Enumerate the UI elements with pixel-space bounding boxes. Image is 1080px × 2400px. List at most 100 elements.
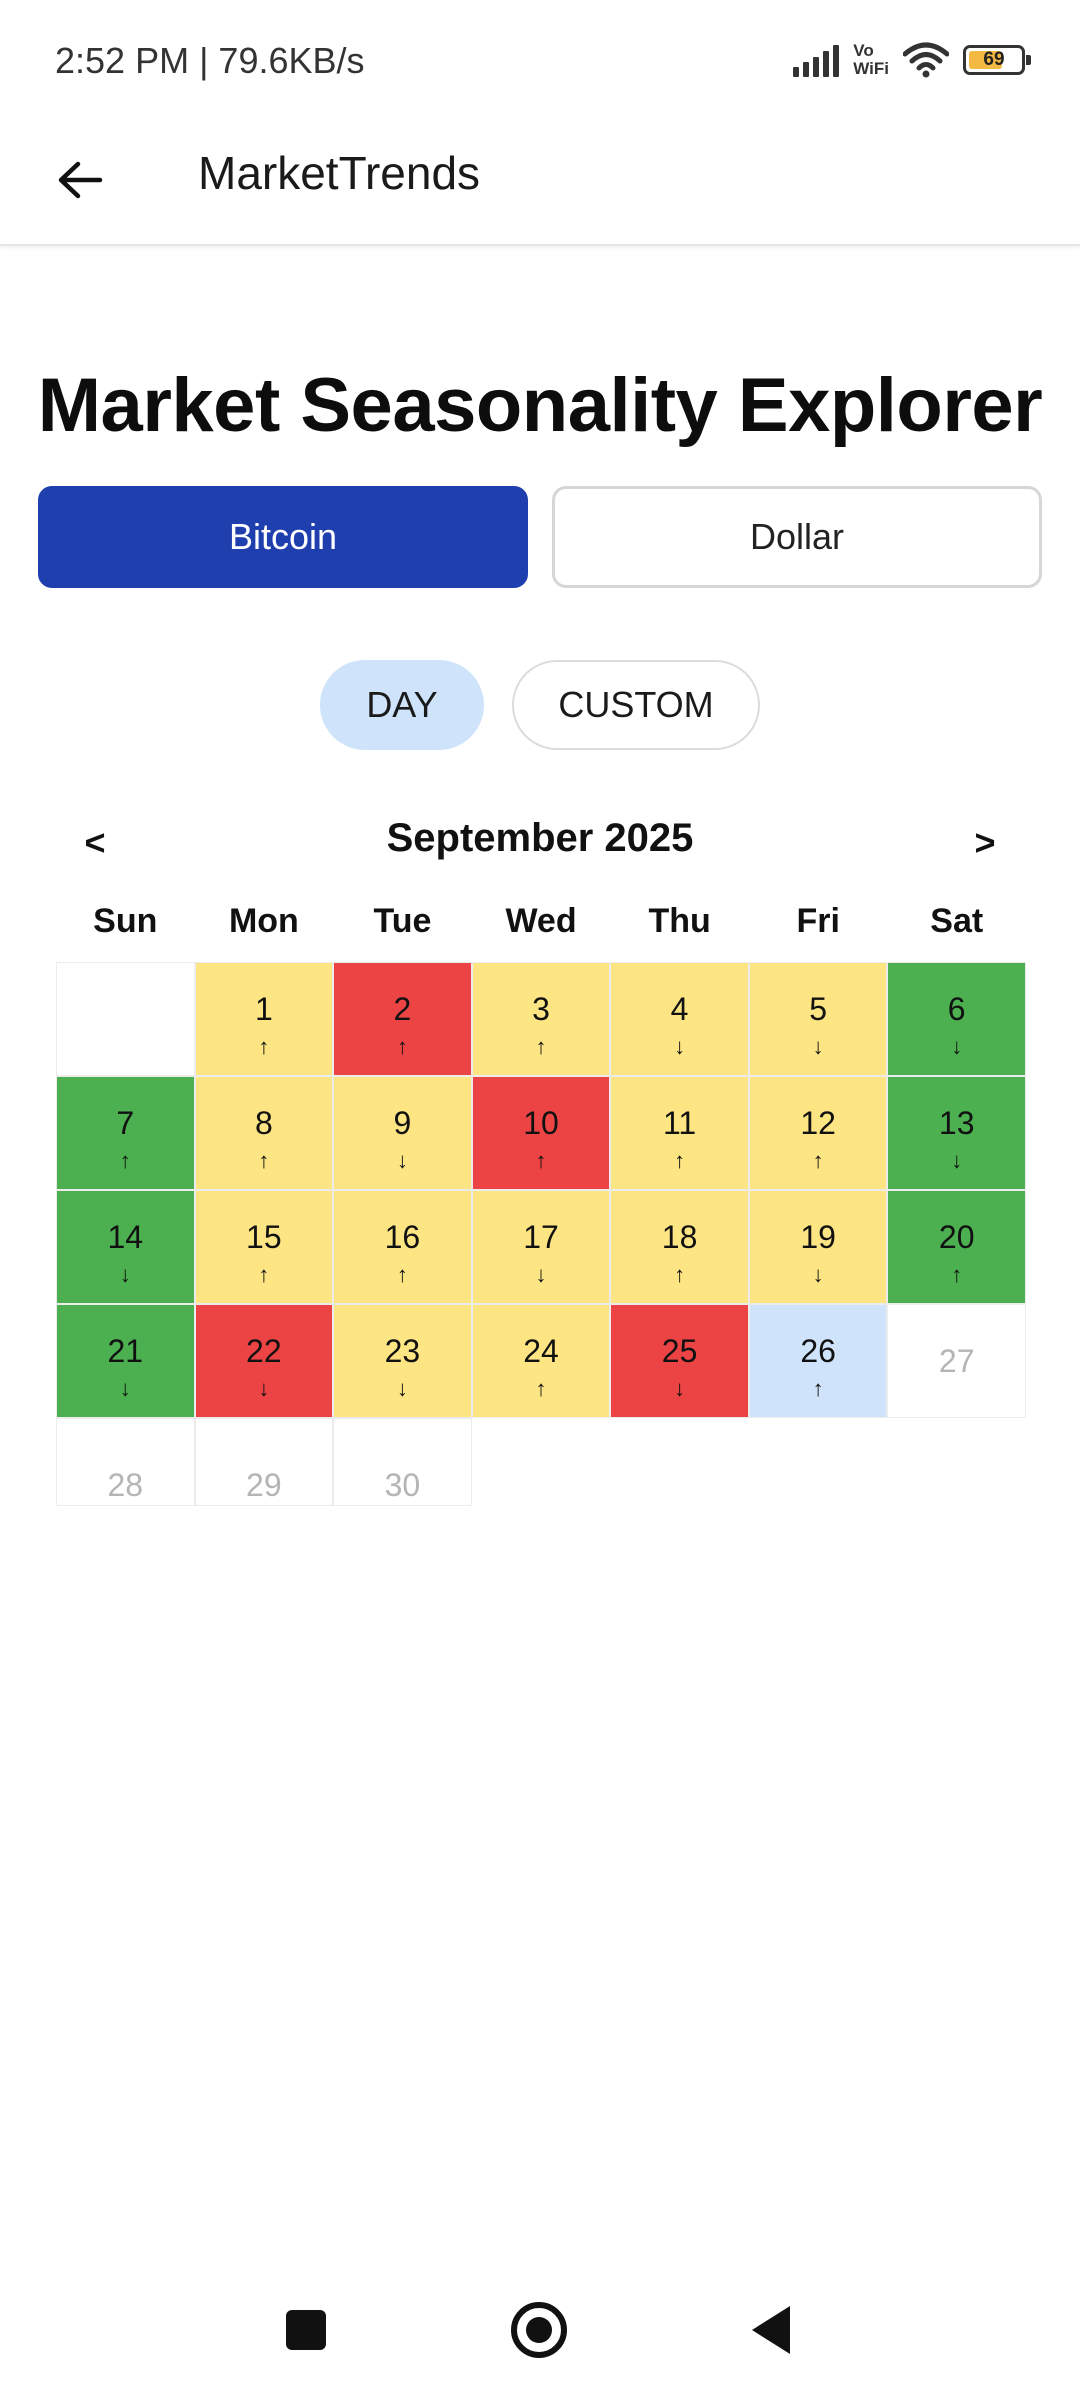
arrow-up-icon: ↑: [258, 1262, 270, 1287]
calendar-day-number: 13: [938, 1105, 975, 1141]
calendar-day-cell[interactable]: 17 ↓: [471, 1190, 611, 1304]
calendar-day-cell[interactable]: 5 ↓: [748, 962, 888, 1076]
arrow-up-icon: ↑: [396, 1034, 408, 1059]
arrow-up-icon: ↑: [258, 1148, 270, 1173]
calendar-day-cell[interactable]: 1 ↑: [194, 962, 334, 1076]
calendar-day-number: 4: [670, 991, 689, 1027]
calendar-day-number: 22: [246, 1333, 282, 1369]
calendar-day-number: 20: [938, 1219, 975, 1255]
calendar-day-number: 27: [938, 1343, 975, 1379]
calendar-day-cell[interactable]: 20 ↑: [887, 1190, 1026, 1304]
day-mode-button[interactable]: DAY: [320, 660, 484, 750]
arrow-down-icon: ↓: [119, 1376, 131, 1401]
custom-mode-button[interactable]: CUSTOM: [512, 660, 760, 750]
calendar-day-cell[interactable]: 14 ↓: [56, 1190, 195, 1304]
arrow-up-icon: ↑: [396, 1262, 408, 1287]
next-month-button[interactable]: >: [974, 822, 996, 863]
calendar-day-cell[interactable]: 23 ↓: [333, 1304, 472, 1418]
calendar-day-cell[interactable]: 3 ↑: [471, 962, 611, 1076]
calendar-day-number: 29: [246, 1467, 282, 1503]
calendar-day-number: 17: [523, 1219, 559, 1255]
arrow-up-icon: ↑: [119, 1148, 131, 1173]
calendar-day-number: 14: [107, 1219, 144, 1255]
arrow-up-icon: ↑: [812, 1148, 824, 1173]
calendar-day-number: 18: [661, 1219, 698, 1255]
calendar-day-number: 11: [662, 1105, 697, 1141]
calendar-day-cell[interactable]: 8 ↑: [194, 1076, 334, 1190]
arrow-down-icon: ↓: [812, 1034, 824, 1059]
arrow-up-icon: ↑: [535, 1034, 547, 1059]
calendar-day-cell[interactable]: 24 ↑: [471, 1304, 611, 1418]
square-icon[interactable]: [286, 2310, 326, 2350]
calendar-day-cell[interactable]: 13 ↓: [887, 1076, 1026, 1190]
calendar-day-number: 19: [800, 1219, 836, 1255]
calendar-day-number: 30: [384, 1467, 421, 1503]
calendar-day-cell[interactable]: 9 ↓: [333, 1076, 472, 1190]
battery-level: 69: [983, 49, 1005, 70]
calendar-day-cell[interactable]: 10 ↑: [471, 1076, 611, 1190]
calendar-empty-cell: [56, 962, 195, 1076]
arrow-down-icon: ↓: [951, 1148, 963, 1173]
arrow-up-icon: ↑: [674, 1262, 686, 1287]
arrow-down-icon: ↓: [119, 1262, 131, 1287]
calendar-day-cell[interactable]: 11 ↑: [610, 1076, 749, 1190]
calendar-day-cell[interactable]: 28: [56, 1418, 195, 1506]
calendar-day-cell[interactable]: 22 ↓: [194, 1304, 334, 1418]
weekday-mon: Mon: [228, 902, 299, 940]
status-time-speed: 2:52 PM | 79.6KB/s: [55, 40, 365, 81]
dollar-button[interactable]: Dollar: [552, 486, 1042, 588]
calendar-day-cell[interactable]: 7 ↑: [56, 1076, 195, 1190]
battery-fill: [969, 51, 1002, 69]
calendar-day-number: 5: [809, 991, 828, 1027]
arrow-down-icon: ↓: [396, 1376, 408, 1401]
calendar-day-cell[interactable]: 15 ↑: [194, 1190, 334, 1304]
calendar-day-number: 28: [107, 1467, 144, 1503]
app-title: MarketTrends: [198, 147, 481, 199]
arrow-down-icon: ↓: [535, 1262, 547, 1287]
arrow-down-icon: ↓: [951, 1034, 963, 1059]
calendar-day-cell[interactable]: 16 ↑: [333, 1190, 472, 1304]
arrow-up-icon: ↑: [535, 1376, 547, 1401]
circle-icon[interactable]: [511, 2302, 567, 2358]
bitcoin-button[interactable]: Bitcoin: [38, 486, 528, 588]
calendar-day-cell[interactable]: 26 ↑: [748, 1304, 888, 1418]
weekday-wed: Wed: [505, 902, 577, 940]
calendar-day-number: 26: [800, 1333, 836, 1369]
calendar-day-cell[interactable]: 12 ↑: [748, 1076, 888, 1190]
calendar-day-number: 1: [254, 991, 273, 1027]
calendar-day-cell[interactable]: 30: [333, 1418, 472, 1506]
calendar-day-cell[interactable]: 29: [194, 1418, 334, 1506]
page-title: Market Seasonality Explorer: [37, 363, 1043, 448]
triangle-back-icon[interactable]: [752, 2306, 790, 2354]
weekday-sun: Sun: [93, 902, 158, 940]
calendar-day-number: 24: [523, 1333, 559, 1369]
calendar-day-number: 8: [254, 1105, 273, 1141]
calendar-day-number: 9: [393, 1105, 412, 1141]
calendar-day-cell[interactable]: 19 ↓: [748, 1190, 888, 1304]
vowifi-icon: Vo WiFi: [853, 42, 889, 78]
calendar-day-number: 21: [107, 1333, 144, 1369]
calendar-day-cell[interactable]: 4 ↓: [610, 962, 749, 1076]
wifi-icon: [903, 42, 949, 78]
prev-month-button[interactable]: <: [84, 822, 106, 863]
vowifi-line1: Vo: [853, 41, 874, 60]
arrow-up-icon: ↑: [258, 1034, 270, 1059]
arrow-up-icon: ↑: [535, 1148, 547, 1173]
battery-icon: 69: [963, 45, 1031, 75]
arrow-down-icon: ↓: [674, 1034, 686, 1059]
calendar-day-cell[interactable]: 21 ↓: [56, 1304, 195, 1418]
calendar-day-cell[interactable]: 2 ↑: [333, 962, 472, 1076]
status-icons: Vo WiFi 69: [793, 38, 1031, 82]
weekday-thu: Thu: [648, 902, 711, 940]
back-button[interactable]: [40, 140, 120, 220]
calendar-day-cell[interactable]: 18 ↑: [610, 1190, 749, 1304]
calendar-day-cell[interactable]: 25 ↓: [610, 1304, 749, 1418]
calendar-day-number: 2: [393, 991, 412, 1027]
arrow-down-icon: ↓: [258, 1376, 270, 1401]
calendar-day-cell[interactable]: 27: [887, 1304, 1026, 1418]
weekday-tue: Tue: [373, 902, 432, 940]
calendar-day-number: 6: [947, 991, 966, 1027]
calendar-day-number: 16: [384, 1219, 421, 1255]
status-bar: 2:52 PM | 79.6KB/s Vo WiFi 69: [0, 0, 1080, 120]
calendar-day-cell[interactable]: 6 ↓: [887, 962, 1026, 1076]
